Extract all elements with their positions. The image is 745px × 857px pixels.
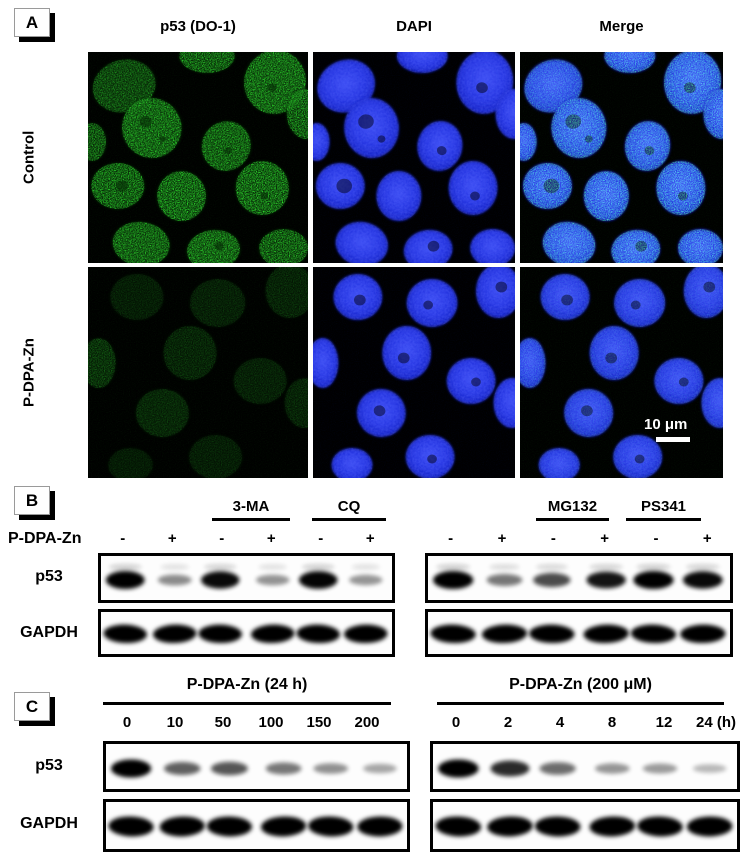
lane-sign: + — [266, 530, 276, 547]
treatment-mg132: MG132 — [536, 498, 609, 521]
column-header-merge: Merge — [599, 18, 644, 35]
panel-a-label-text: A — [25, 12, 39, 32]
micrograph-pdpazn-merge — [520, 267, 723, 478]
lane-labels-dose: 0 10 50 100 150 200 — [103, 714, 391, 731]
blot-b-right-p53 — [425, 553, 733, 603]
lane-label: 50 — [214, 714, 232, 731]
lane-label: 10 — [166, 714, 184, 731]
panel-c-label: C — [14, 692, 50, 721]
micrograph-pdpazn-dapi — [313, 267, 515, 478]
lane-label: 200 — [354, 714, 380, 731]
micrograph-control-p53 — [88, 52, 308, 263]
lane-labels-time: 0 2 4 8 12 24 (h) — [430, 714, 742, 731]
lane-sign: + — [497, 530, 507, 547]
blot-b-right-gapdh — [425, 609, 733, 657]
panel-b-label: B — [14, 486, 50, 515]
panel-c-label-text: C — [25, 696, 39, 716]
lane-label: 8 — [607, 714, 617, 731]
lane-sign: - — [653, 530, 659, 547]
lane-sign: + — [167, 530, 177, 547]
lane-label: 0 — [451, 714, 461, 731]
row-label-pdpazn: P-DPA-Zn — [20, 338, 38, 407]
lane-label: 0 — [122, 714, 132, 731]
blot-c-left-gapdh — [103, 799, 410, 852]
lane-label: 100 — [258, 714, 284, 731]
title-underline-time — [437, 702, 724, 705]
lane-sign: - — [120, 530, 126, 547]
protein-label-gapdh-b: GAPDH — [20, 624, 78, 641]
lane-sign: - — [219, 530, 225, 547]
blot-title-time: P-DPA-Zn (200 μM) — [509, 676, 652, 693]
row-label-control: Control — [20, 130, 38, 185]
lane-sign: - — [318, 530, 324, 547]
blot-title-dose: P-DPA-Zn (24 h) — [186, 676, 308, 693]
blot-c-right-gapdh — [430, 799, 740, 852]
lane-sign: + — [365, 530, 375, 547]
lane-sign: + — [702, 530, 712, 547]
blot-c-right-p53 — [430, 741, 740, 792]
lane-label: 24 (h) — [695, 714, 736, 731]
protein-label-p53-c: p53 — [35, 757, 63, 774]
micrograph-control-dapi — [313, 52, 515, 263]
lane-label: 150 — [306, 714, 332, 731]
panel-b-label-text: B — [25, 490, 39, 510]
micrograph-pdpazn-p53 — [88, 267, 308, 478]
lane-signs-right: - + - + - + — [425, 530, 733, 547]
treatment-3ma: 3-MA — [212, 498, 290, 521]
lane-sign: + — [600, 530, 610, 547]
lane-signs-left: - + - + - + — [98, 530, 395, 547]
lane-label: 2 — [503, 714, 513, 731]
column-header-dapi: DAPI — [396, 18, 432, 35]
scale-bar-label: 10 μm — [644, 416, 688, 433]
blot-b-left-gapdh — [98, 609, 395, 657]
protein-label-p53-b: p53 — [35, 568, 63, 585]
blot-c-left-p53 — [103, 741, 410, 792]
panel-a-label: A — [14, 8, 50, 37]
lane-sign: - — [550, 530, 556, 547]
lane-label: 12 — [655, 714, 673, 731]
treatment-cq: CQ — [312, 498, 386, 521]
blot-b-left-p53 — [98, 553, 395, 603]
treatment-ps341: PS341 — [626, 498, 701, 521]
lane-sign: - — [448, 530, 454, 547]
micrograph-control-merge — [520, 52, 723, 263]
agent-label: P-DPA-Zn — [8, 530, 82, 547]
protein-label-gapdh-c: GAPDH — [20, 815, 78, 832]
column-header-p53: p53 (DO-1) — [160, 18, 236, 35]
scale-bar — [656, 437, 690, 442]
lane-label: 4 — [555, 714, 565, 731]
title-underline-dose — [103, 702, 391, 705]
